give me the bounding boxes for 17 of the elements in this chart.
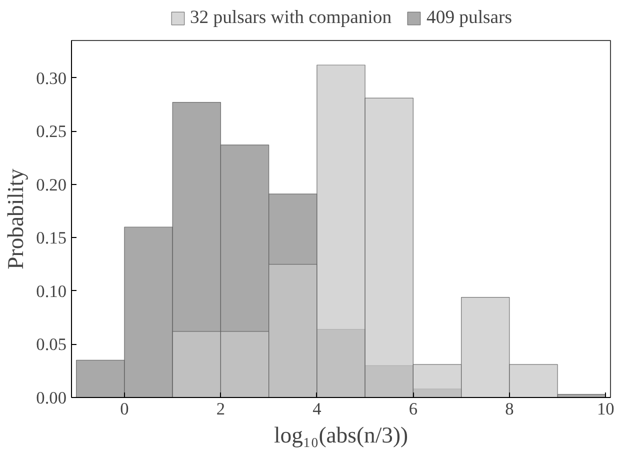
x-tick-label: 4 bbox=[312, 400, 322, 418]
y-tick-label: 0.05 bbox=[36, 335, 67, 354]
legend-label: 32 pulsars with companion bbox=[190, 6, 392, 28]
legend-label: 409 pulsars bbox=[426, 6, 512, 28]
y-tick-label: 0.00 bbox=[36, 388, 67, 408]
y-tick-label: 0.20 bbox=[36, 175, 67, 194]
y-tick-label: 0.25 bbox=[36, 122, 67, 142]
x-tick-label: 8 bbox=[505, 400, 514, 418]
x-tick-label: 6 bbox=[408, 400, 418, 418]
x-tick-label: 10 bbox=[597, 400, 614, 418]
x-axis-title: log₁₀(abs(n/3)) bbox=[274, 422, 408, 448]
y-tick-label: 0.15 bbox=[36, 228, 67, 248]
y-tick-label: 0.10 bbox=[36, 282, 67, 301]
x-tick-label: 2 bbox=[216, 400, 226, 418]
y-tick-label: 0.30 bbox=[36, 68, 67, 88]
y-axis-title: Probability bbox=[3, 168, 28, 270]
x-tick-label: 0 bbox=[120, 400, 129, 418]
